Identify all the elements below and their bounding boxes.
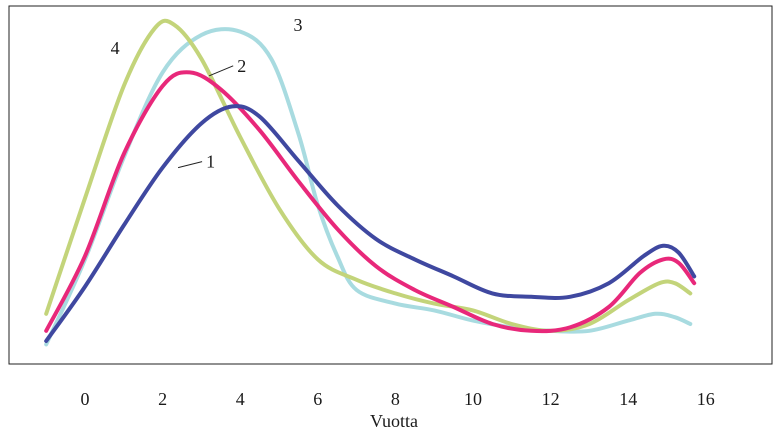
x-axis-title: Vuotta [370,411,418,431]
leader-line-1 [177,161,203,169]
leader-line-2 [209,65,234,77]
x-tick-label: 16 [697,389,715,409]
x-tick-label: 4 [236,389,245,409]
series-label-4: 4 [111,38,120,58]
series-label-1: 1 [206,152,215,172]
x-tick-label: 12 [542,389,560,409]
series-label-layer: 1 2 3 4 [111,15,303,172]
x-axis-tick-labels: 0 2 4 6 8 10 12 14 16 [81,389,715,409]
series-line-2 [44,70,697,334]
series-label-3: 3 [294,15,303,35]
plot-area-frame [8,5,773,365]
x-tick-label: 2 [158,389,167,409]
leader-line-layer [177,65,234,169]
x-tick-label: 10 [464,389,482,409]
series-line-4 [44,18,693,333]
series-layer [44,18,697,347]
x-tick-label: 14 [619,389,637,409]
x-tick-label: 0 [81,389,90,409]
series-line-1 [44,104,697,343]
series-label-2: 2 [237,56,246,76]
series-line-3 [44,27,693,347]
x-tick-label: 6 [313,389,322,409]
x-tick-label: 8 [391,389,400,409]
